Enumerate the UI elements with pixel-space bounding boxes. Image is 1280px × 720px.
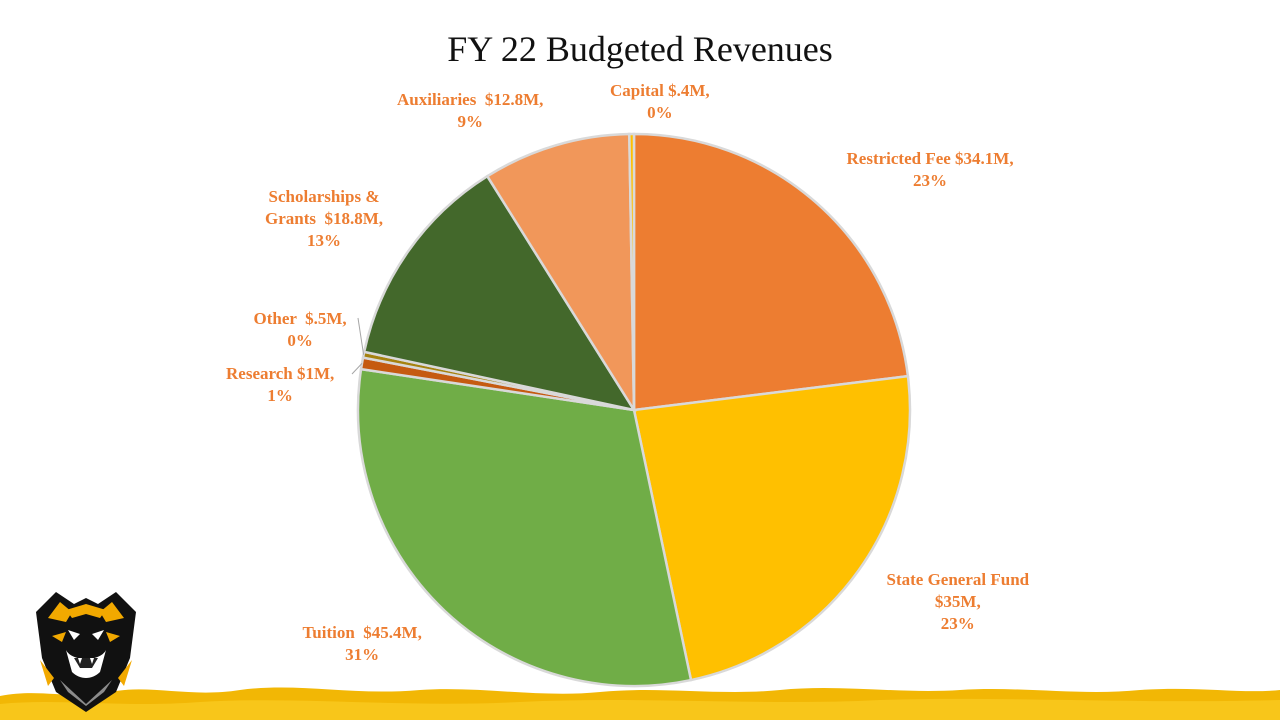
data-label-capital: Capital $.4M, 0%: [610, 81, 710, 122]
pie-slice-state-general-fund: [632, 374, 912, 682]
data-label-tuition: Tuition $45.4M, 31%: [302, 623, 422, 664]
leader-lines: [351, 317, 365, 375]
pie-slice-restricted-fee: [632, 132, 910, 412]
chart-title: FY 22 Budgeted Revenues: [447, 29, 833, 69]
data-label-research: Research $1M, 1%: [226, 364, 335, 405]
pie-slice-capital: [628, 132, 636, 411]
leader-line-research: [351, 363, 363, 375]
pie-slices: [356, 132, 912, 688]
data-label-restricted-fee: Restricted Fee $34.1M, 23%: [846, 149, 1014, 190]
footer-stripe: [0, 687, 1280, 720]
pie-slice-auxiliaries: [485, 132, 636, 415]
data-label-state-general-fund: State General Fund $35M, 23%: [886, 570, 1030, 633]
leader-line-other: [357, 317, 365, 355]
data-label-other: Other $.5M, 0%: [253, 309, 347, 350]
pie-slice-scholarships-grants: [362, 174, 637, 412]
data-label-auxiliaries: Auxiliaries $12.8M, 9%: [397, 90, 544, 131]
pie-slice-tuition: [356, 367, 693, 688]
data-label-scholarships-grants: Scholarships & Grants $18.8M, 13%: [265, 187, 384, 250]
tiger-logo: [36, 592, 136, 712]
